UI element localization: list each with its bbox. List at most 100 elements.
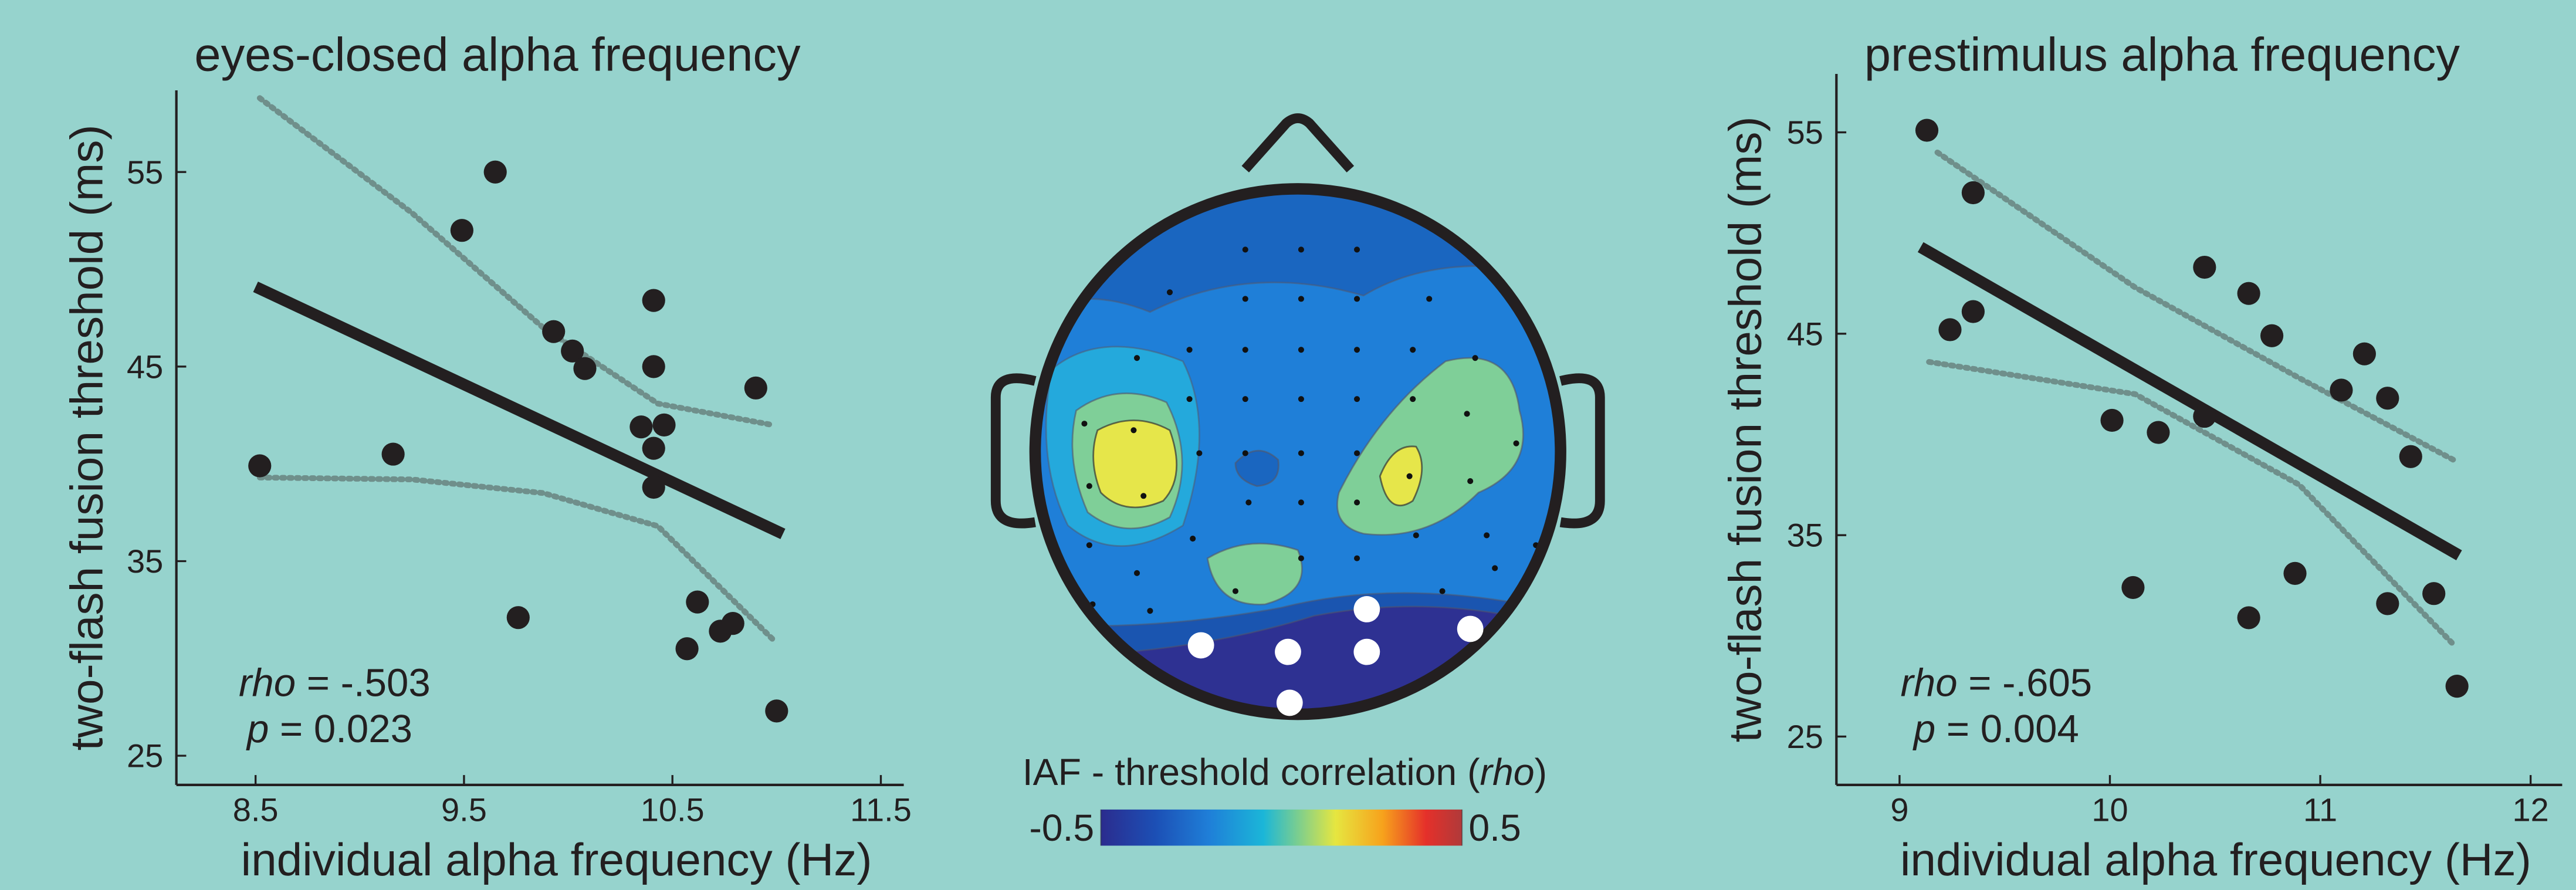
y-axis-label: two-flash fusion threshold (ms) <box>1719 116 1771 742</box>
point <box>2376 592 2399 615</box>
stat-label: rho <box>239 661 296 705</box>
point <box>451 219 473 242</box>
electrode <box>1410 396 1416 402</box>
electrode <box>1081 421 1087 427</box>
colorbar-label-em: rho <box>1480 751 1535 793</box>
point <box>652 414 675 436</box>
point <box>2376 387 2399 410</box>
electrode <box>1167 289 1173 295</box>
stat-annotation: rho = -.605 <box>1900 661 2092 705</box>
colorbar <box>1101 810 1462 846</box>
point <box>722 612 744 635</box>
x-axis-label: individual alpha frequency (Hz) <box>241 834 872 885</box>
point <box>642 437 665 460</box>
point <box>2330 378 2352 401</box>
x-tick-label: 9.5 <box>441 791 487 828</box>
electrode <box>1426 296 1432 302</box>
point <box>573 357 596 380</box>
point <box>1938 318 1961 341</box>
electrode-highlight <box>1277 690 1303 716</box>
electrode <box>1298 347 1304 353</box>
chart-title: prestimulus alpha frequency <box>1864 28 2460 81</box>
point <box>2422 582 2445 605</box>
electrode <box>1147 608 1153 614</box>
stat-label: rho <box>1900 661 1957 705</box>
stat-annotation: rho = -.503 <box>239 661 431 705</box>
point <box>2283 562 2306 585</box>
electrode <box>1298 556 1304 561</box>
topo-contour <box>1094 421 1177 507</box>
electrode-highlight <box>1353 639 1380 665</box>
point <box>542 320 565 343</box>
y-tick-label: 55 <box>1787 114 1823 151</box>
electrode <box>1086 542 1092 548</box>
electrode <box>1473 355 1478 361</box>
point <box>686 591 709 614</box>
y-tick-label: 45 <box>127 348 163 385</box>
topomap: IAF - threshold correlation (rho) <box>996 119 1600 846</box>
point <box>2446 675 2469 698</box>
colorbar-tick-label: 0.5 <box>1468 807 1521 849</box>
y-tick-label: 25 <box>127 737 163 774</box>
point <box>2100 409 2123 432</box>
x-tick-label: 12 <box>2513 791 2549 828</box>
p-label: p <box>1912 707 1935 751</box>
x-tick-label: 10.5 <box>641 791 705 828</box>
point <box>2121 576 2144 599</box>
point <box>629 415 652 438</box>
point <box>642 476 665 499</box>
electrode <box>1243 450 1248 456</box>
electrode <box>1243 296 1248 302</box>
electrode <box>1134 355 1140 361</box>
electrode <box>1492 565 1498 571</box>
electrode <box>1354 499 1360 505</box>
electrode <box>1440 588 1446 594</box>
y-axis-label: two-flash fusion threshold (ms) <box>61 124 113 750</box>
point <box>2238 606 2260 629</box>
point <box>1962 181 1985 204</box>
point <box>2147 421 2169 444</box>
electrode <box>1298 296 1304 302</box>
electrode <box>1354 450 1360 456</box>
point <box>248 454 271 477</box>
electrode <box>1190 536 1196 542</box>
electrode <box>1354 347 1360 353</box>
ci-upper <box>260 98 773 425</box>
point <box>507 606 530 629</box>
electrode-highlight <box>1353 596 1380 622</box>
point <box>2260 324 2283 347</box>
electrode <box>1130 427 1136 433</box>
point <box>1915 119 1938 141</box>
electrode <box>1464 411 1470 417</box>
electrode <box>1410 347 1416 353</box>
figure: IAF - threshold correlation (rho) eyes-c… <box>0 0 2576 890</box>
colorbar-label-end: ) <box>1535 751 1547 793</box>
electrode <box>1467 478 1473 484</box>
x-axis-label: individual alpha frequency (Hz) <box>1900 834 2531 885</box>
electrode <box>1514 441 1519 446</box>
electrode <box>1298 450 1304 456</box>
point <box>1962 300 1985 323</box>
y-tick-label: 25 <box>1787 718 1823 755</box>
electrode <box>1354 296 1360 302</box>
point <box>382 443 405 466</box>
point <box>642 289 665 312</box>
y-tick-label: 55 <box>127 154 163 191</box>
chart-title: eyes-closed alpha frequency <box>194 28 801 81</box>
page: {"chart_data": [ {"type": "scatter", "ti… <box>0 0 2576 890</box>
x-tick-label: 10 <box>2091 791 2128 828</box>
electrode-highlight <box>1188 632 1214 659</box>
point <box>765 699 788 722</box>
electrode <box>1187 396 1193 402</box>
electrode <box>1354 246 1360 252</box>
x-tick-label: 8.5 <box>233 791 279 828</box>
electrode <box>1187 347 1193 353</box>
electrode <box>1298 246 1304 252</box>
head-ear <box>1561 378 1600 523</box>
y-tick-label: 45 <box>1787 315 1823 352</box>
electrode <box>1086 483 1092 489</box>
electrode <box>1298 499 1304 505</box>
electrode <box>1243 396 1248 402</box>
point <box>484 161 507 184</box>
